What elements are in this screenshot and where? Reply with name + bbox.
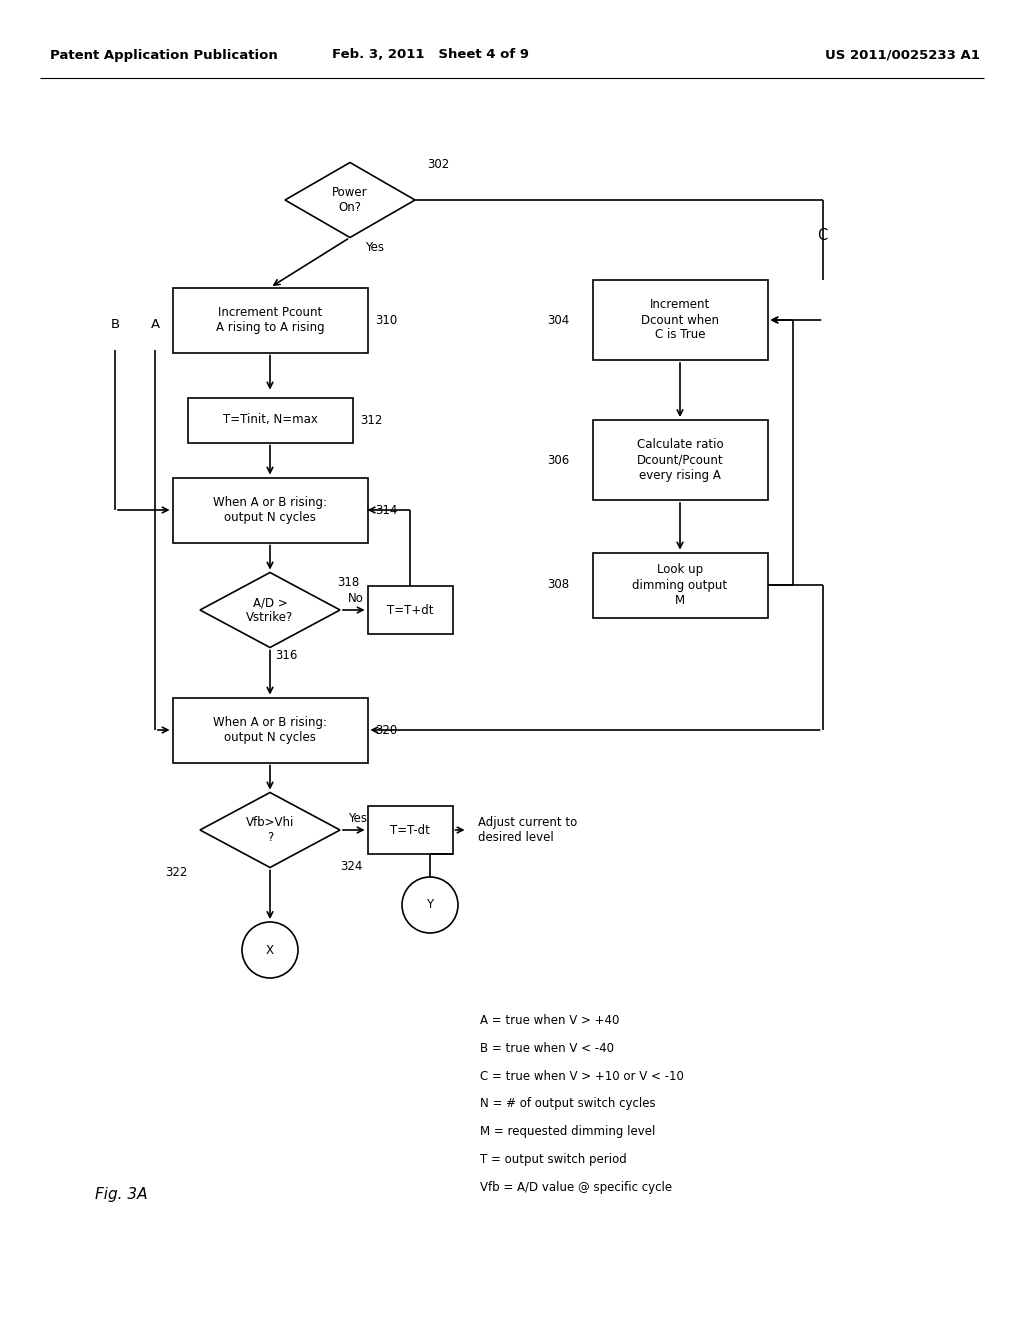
Text: C: C	[817, 227, 827, 243]
Text: N = # of output switch cycles: N = # of output switch cycles	[480, 1097, 655, 1110]
Text: B: B	[111, 318, 120, 331]
Text: A: A	[151, 318, 160, 331]
Text: Look up
dimming output
M: Look up dimming output M	[633, 564, 728, 606]
Text: 306: 306	[548, 454, 569, 466]
Text: X: X	[266, 944, 274, 957]
Text: 302: 302	[427, 158, 450, 172]
Polygon shape	[200, 792, 340, 867]
Text: Yes: Yes	[365, 242, 384, 253]
Text: When A or B rising:
output N cycles: When A or B rising: output N cycles	[213, 715, 327, 744]
Text: Vfb>Vhi
?: Vfb>Vhi ?	[246, 816, 294, 843]
Text: Increment
Dcount when
C is True: Increment Dcount when C is True	[641, 298, 719, 342]
Text: T = output switch period: T = output switch period	[480, 1154, 627, 1167]
Text: 314: 314	[376, 503, 398, 516]
Text: No: No	[348, 591, 364, 605]
Text: B = true when V < -40: B = true when V < -40	[480, 1041, 614, 1055]
Bar	[172, 288, 368, 352]
Text: A/D >
Vstrike?: A/D > Vstrike?	[247, 597, 294, 624]
Text: 318: 318	[337, 576, 359, 589]
Text: 312: 312	[360, 413, 383, 426]
Text: US 2011/0025233 A1: US 2011/0025233 A1	[825, 49, 980, 62]
Text: Power
On?: Power On?	[332, 186, 368, 214]
Bar	[593, 420, 768, 500]
Text: 308: 308	[548, 578, 569, 591]
Bar	[368, 586, 453, 634]
Bar	[187, 397, 352, 442]
Text: 310: 310	[376, 314, 397, 326]
Text: T=T-dt: T=T-dt	[390, 824, 430, 837]
Text: Increment Pcount
A rising to A rising: Increment Pcount A rising to A rising	[216, 306, 325, 334]
Text: 324: 324	[340, 859, 362, 873]
Text: C = true when V > +10 or V < -10: C = true when V > +10 or V < -10	[480, 1069, 684, 1082]
Text: Patent Application Publication: Patent Application Publication	[50, 49, 278, 62]
Text: 304: 304	[548, 314, 569, 326]
Text: Y: Y	[426, 899, 433, 912]
Polygon shape	[200, 573, 340, 648]
Text: Fig. 3A: Fig. 3A	[95, 1188, 147, 1203]
Text: T=Tinit, N=max: T=Tinit, N=max	[222, 413, 317, 426]
Bar	[593, 553, 768, 618]
Bar	[172, 697, 368, 763]
Circle shape	[402, 876, 458, 933]
Text: Calculate ratio
Dcount/Pcount
every rising A: Calculate ratio Dcount/Pcount every risi…	[637, 438, 723, 482]
Text: When A or B rising:
output N cycles: When A or B rising: output N cycles	[213, 496, 327, 524]
Text: 320: 320	[376, 723, 397, 737]
Bar	[593, 280, 768, 360]
Text: M = requested dimming level: M = requested dimming level	[480, 1126, 655, 1138]
Text: Adjust current to
desired level: Adjust current to desired level	[477, 816, 577, 843]
Polygon shape	[285, 162, 415, 238]
Text: Feb. 3, 2011   Sheet 4 of 9: Feb. 3, 2011 Sheet 4 of 9	[332, 49, 528, 62]
Text: T=T+dt: T=T+dt	[387, 603, 433, 616]
Text: 322: 322	[165, 866, 187, 879]
Text: A = true when V > +40: A = true when V > +40	[480, 1014, 620, 1027]
Circle shape	[242, 921, 298, 978]
Text: Vfb = A/D value @ specific cycle: Vfb = A/D value @ specific cycle	[480, 1181, 672, 1195]
Bar	[172, 478, 368, 543]
Text: 316: 316	[275, 649, 297, 663]
Text: Yes: Yes	[348, 812, 367, 825]
Bar	[368, 807, 453, 854]
